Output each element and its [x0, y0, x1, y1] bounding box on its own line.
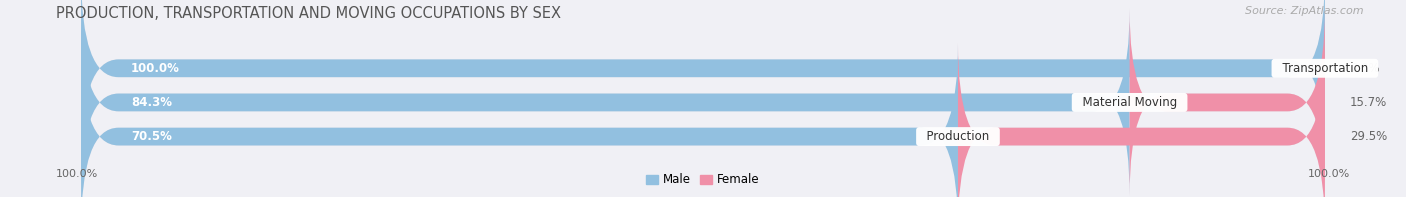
Legend: Male, Female: Male, Female	[641, 169, 765, 191]
FancyBboxPatch shape	[1129, 9, 1324, 196]
FancyBboxPatch shape	[957, 43, 1324, 197]
Text: PRODUCTION, TRANSPORTATION AND MOVING OCCUPATIONS BY SEX: PRODUCTION, TRANSPORTATION AND MOVING OC…	[56, 6, 561, 21]
Text: 100.0%: 100.0%	[1308, 169, 1350, 179]
Text: Source: ZipAtlas.com: Source: ZipAtlas.com	[1246, 6, 1364, 16]
Text: 15.7%: 15.7%	[1350, 96, 1386, 109]
Text: Production: Production	[920, 130, 997, 143]
FancyBboxPatch shape	[82, 43, 1324, 197]
Text: 70.5%: 70.5%	[131, 130, 172, 143]
FancyBboxPatch shape	[82, 0, 1324, 162]
FancyBboxPatch shape	[82, 9, 1129, 196]
Text: 100.0%: 100.0%	[56, 169, 98, 179]
FancyBboxPatch shape	[82, 9, 1324, 196]
Text: Material Moving: Material Moving	[1074, 96, 1184, 109]
Text: 84.3%: 84.3%	[131, 96, 172, 109]
Text: 100.0%: 100.0%	[131, 62, 180, 75]
FancyBboxPatch shape	[82, 0, 1324, 162]
Text: 0.0%: 0.0%	[1350, 62, 1379, 75]
FancyBboxPatch shape	[82, 43, 957, 197]
Text: Transportation: Transportation	[1274, 62, 1375, 75]
Text: 29.5%: 29.5%	[1350, 130, 1386, 143]
